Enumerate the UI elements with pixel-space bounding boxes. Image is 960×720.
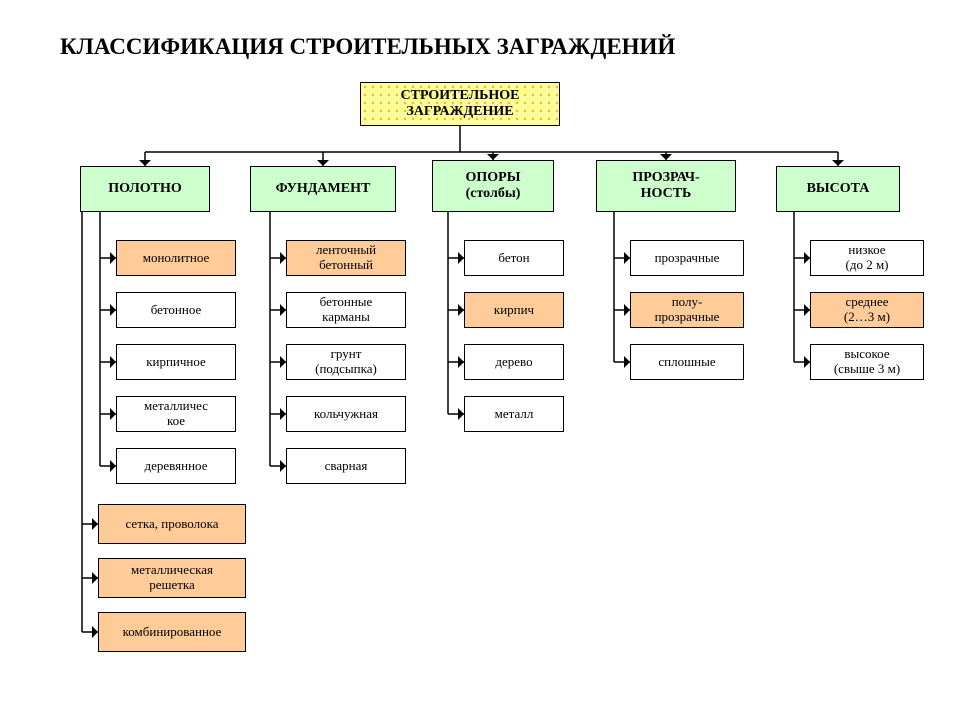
item-c5-2: высокое (свыше 3 м) (810, 344, 924, 380)
category-c3: ОПОРЫ (столбы) (432, 160, 554, 212)
root-node: СТРОИТЕЛЬНОЕ ЗАГРАЖДЕНИЕ (360, 82, 560, 126)
page-title: КЛАССИФИКАЦИЯ СТРОИТЕЛЬНЫХ ЗАГРАЖДЕНИЙ (60, 34, 675, 60)
category-c2: ФУНДАМЕНТ (250, 166, 396, 212)
item-c5-1: среднее (2…3 м) (810, 292, 924, 328)
item-c5-0: низкое (до 2 м) (810, 240, 924, 276)
category-c4: ПРОЗРАЧ- НОСТЬ (596, 160, 736, 212)
item-c3-3: металл (464, 396, 564, 432)
extra-item-1: металлическая решетка (98, 558, 246, 598)
item-c4-1: полу- прозрачные (630, 292, 744, 328)
item-c1-3: металличес кое (116, 396, 236, 432)
item-c4-2: сплошные (630, 344, 744, 380)
item-c2-0: ленточный бетонный (286, 240, 406, 276)
category-c1: ПОЛОТНО (80, 166, 210, 212)
extra-item-0: сетка, проволока (98, 504, 246, 544)
diagram-stage: КЛАССИФИКАЦИЯ СТРОИТЕЛЬНЫХ ЗАГРАЖДЕНИЙ С… (0, 0, 960, 720)
item-c2-2: грунт (подсыпка) (286, 344, 406, 380)
item-c3-2: дерево (464, 344, 564, 380)
item-c1-2: кирпичное (116, 344, 236, 380)
category-c5: ВЫСОТА (776, 166, 900, 212)
item-c1-0: монолитное (116, 240, 236, 276)
extra-item-2: комбинированное (98, 612, 246, 652)
item-c1-1: бетонное (116, 292, 236, 328)
item-c2-3: кольчужная (286, 396, 406, 432)
item-c3-0: бетон (464, 240, 564, 276)
item-c1-4: деревянное (116, 448, 236, 484)
item-c3-1: кирпич (464, 292, 564, 328)
item-c2-1: бетонные карманы (286, 292, 406, 328)
item-c4-0: прозрачные (630, 240, 744, 276)
item-c2-4: сварная (286, 448, 406, 484)
